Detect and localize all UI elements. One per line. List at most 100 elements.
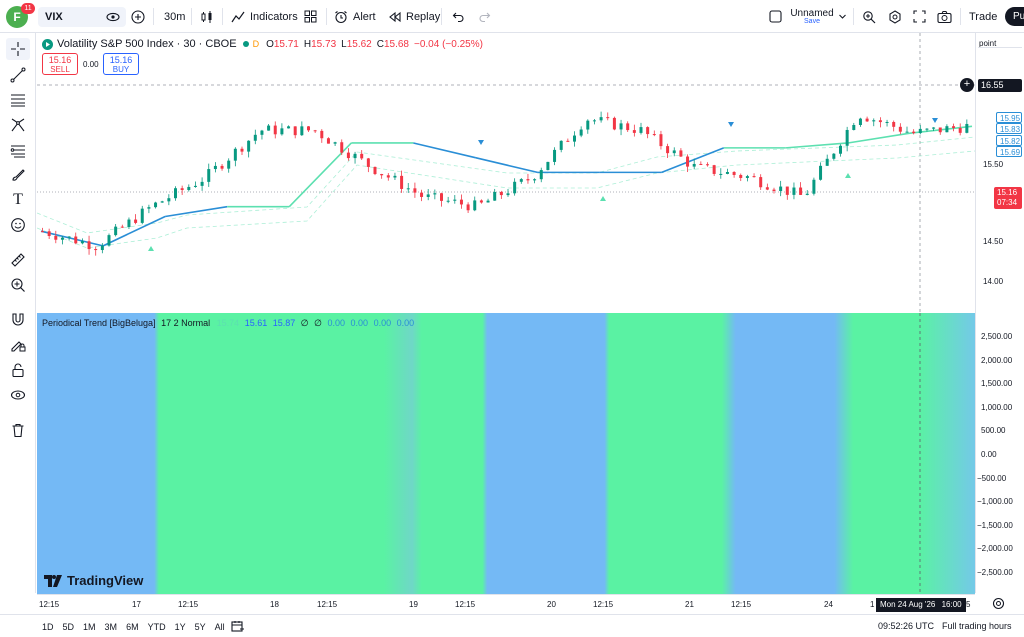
candle-body bbox=[733, 172, 736, 175]
trash-icon[interactable] bbox=[6, 419, 30, 441]
indicators-button[interactable]: Indicators bbox=[231, 0, 298, 33]
candle-body bbox=[467, 204, 470, 210]
candle-body bbox=[719, 174, 722, 175]
range-button-1y[interactable]: 1Y bbox=[175, 622, 186, 632]
lock-pencil-icon[interactable] bbox=[6, 334, 30, 356]
indicator-pane[interactable] bbox=[37, 313, 975, 594]
range-button-all[interactable]: All bbox=[215, 622, 225, 632]
visibility-eye-icon[interactable] bbox=[6, 384, 30, 406]
high-label: H bbox=[304, 39, 311, 50]
replay-button[interactable]: Replay bbox=[388, 0, 440, 33]
zoom-in-icon[interactable] bbox=[6, 274, 30, 296]
magnet-icon[interactable] bbox=[6, 309, 30, 331]
crosshair-icon[interactable] bbox=[6, 38, 30, 60]
publish-button[interactable]: Pu bbox=[1005, 0, 1024, 33]
candle-body bbox=[447, 201, 450, 202]
chart-settings-icon[interactable] bbox=[992, 597, 1005, 613]
candle-body bbox=[493, 192, 496, 201]
price-tick: 14.00 bbox=[983, 277, 1003, 286]
layout-checkbox-icon[interactable] bbox=[769, 0, 782, 33]
symbol-legend[interactable]: Volatility S&P 500 Index · 30 · CBOE D O… bbox=[42, 37, 483, 51]
candle-type-icon[interactable] bbox=[200, 0, 214, 33]
interval-button[interactable]: 30m bbox=[164, 0, 185, 33]
indicator-axis-tick: −500.00 bbox=[977, 474, 1006, 483]
indicator-value-8: 0.00 bbox=[374, 318, 392, 328]
compare-add-icon[interactable] bbox=[131, 0, 145, 33]
emoji-icon[interactable] bbox=[6, 214, 30, 236]
candle-body bbox=[260, 131, 263, 135]
pitchfork-icon[interactable] bbox=[6, 114, 30, 136]
candle-body bbox=[766, 187, 769, 189]
undo-icon[interactable] bbox=[452, 0, 465, 33]
candle-body bbox=[706, 164, 709, 165]
indicator-axis-tick: 500.00 bbox=[981, 426, 1005, 435]
range-button-1m[interactable]: 1M bbox=[83, 622, 96, 632]
candle-body bbox=[886, 122, 889, 123]
candle-body bbox=[640, 127, 643, 133]
layout-grid-icon[interactable] bbox=[304, 0, 317, 33]
range-button-5d[interactable]: 5D bbox=[63, 622, 75, 632]
brush-icon[interactable] bbox=[6, 164, 30, 186]
indicator-legend[interactable]: Periodical Trend [BigBeluga] 17 2 Normal… bbox=[42, 318, 414, 329]
drawing-toolbar: T bbox=[0, 33, 36, 593]
candle-body bbox=[74, 237, 77, 244]
redo-icon[interactable] bbox=[478, 0, 491, 33]
candle-body bbox=[925, 129, 928, 130]
sell-button[interactable]: 15.16 SELL bbox=[42, 53, 78, 75]
candle-body bbox=[201, 182, 204, 186]
candle-body bbox=[846, 130, 849, 146]
trend-line-icon[interactable] bbox=[6, 64, 30, 86]
candle-body bbox=[786, 187, 789, 195]
signal-down-marker bbox=[728, 122, 734, 127]
quick-search-icon[interactable] bbox=[862, 0, 876, 33]
range-button-5y[interactable]: 5Y bbox=[195, 622, 206, 632]
range-button-1d[interactable]: 1D bbox=[42, 622, 54, 632]
candle-body bbox=[48, 231, 51, 236]
range-button-3m[interactable]: 3M bbox=[105, 622, 118, 632]
fullscreen-icon[interactable] bbox=[913, 0, 926, 33]
chevron-down-icon[interactable] bbox=[838, 0, 847, 33]
alert-button[interactable]: Alert bbox=[334, 0, 376, 33]
buy-button[interactable]: 15.16 BUY bbox=[103, 53, 139, 75]
candle-body bbox=[314, 130, 317, 131]
settings-gear-icon[interactable] bbox=[888, 0, 902, 33]
utc-clock[interactable]: 09:52:26 UTC bbox=[878, 621, 934, 631]
session-selector[interactable]: Full trading hours bbox=[942, 621, 1012, 631]
top-toolbar: F 11 VIX 30m Indicators Alert Replay Unn… bbox=[0, 0, 1024, 33]
indicator-name: Periodical Trend [BigBeluga] bbox=[42, 318, 156, 328]
add-alert-plus-icon[interactable]: + bbox=[960, 78, 974, 92]
candle-body bbox=[859, 119, 862, 125]
text-tool-icon[interactable]: T bbox=[6, 189, 30, 211]
camera-icon[interactable] bbox=[937, 0, 952, 33]
unlock-icon[interactable] bbox=[6, 359, 30, 381]
upper-band-line bbox=[37, 137, 975, 233]
horizontal-lines-icon[interactable] bbox=[6, 89, 30, 111]
range-button-ytd[interactable]: YTD bbox=[148, 622, 166, 632]
fib-retracement-icon[interactable] bbox=[6, 140, 30, 162]
candle-body bbox=[167, 198, 170, 201]
bottom-bar: 1D 5D 1M 3M 6M YTD 1Y 5Y All 09:52:26 UTC Full t… bbox=[0, 614, 1024, 637]
indicator-params: 17 2 Normal bbox=[161, 318, 210, 328]
layout-name-button[interactable]: Unnamed Save bbox=[790, 0, 834, 33]
range-button-6m[interactable]: 6M bbox=[126, 622, 139, 632]
price-chart[interactable] bbox=[37, 33, 975, 313]
candle-body bbox=[134, 220, 137, 223]
candle-body bbox=[181, 188, 184, 190]
trade-button[interactable]: Trade bbox=[969, 0, 997, 33]
trade-label: Trade bbox=[969, 11, 997, 23]
last-price-label: 15.16 07:34 bbox=[994, 187, 1022, 209]
tradingview-logo-icon bbox=[44, 575, 64, 587]
status-dot bbox=[243, 41, 249, 47]
tradingview-logo[interactable]: TradingView bbox=[44, 573, 143, 588]
candle-body bbox=[207, 169, 210, 182]
time-tick: 12:15 bbox=[455, 600, 475, 609]
time-axis[interactable]: 12:15 17 12:15 18 12:15 19 12:15 20 12:15 21 12:15… bbox=[37, 594, 975, 614]
date-range-icon[interactable] bbox=[231, 620, 245, 636]
indicator-axis-tick: 1,000.00 bbox=[981, 403, 1012, 412]
ruler-icon[interactable] bbox=[6, 249, 30, 271]
candle-body bbox=[606, 117, 609, 118]
candle-body bbox=[234, 149, 237, 161]
time-tick: 18 bbox=[270, 600, 279, 609]
eye-icon[interactable] bbox=[106, 0, 120, 33]
time-tick: 24 bbox=[824, 600, 833, 609]
